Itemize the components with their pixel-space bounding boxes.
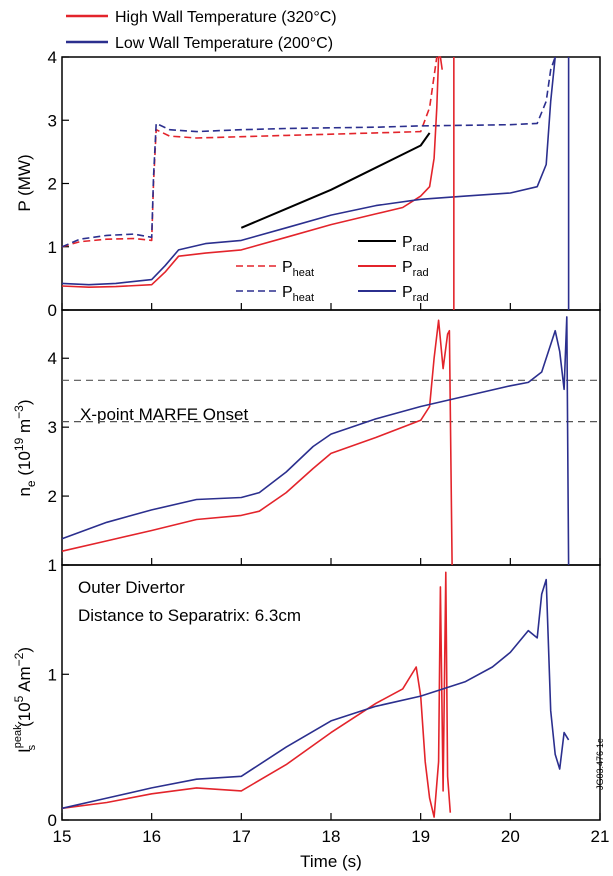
- x-tick-label-5: 20: [501, 827, 520, 846]
- legend-high-label: High Wall Temperature (320°C): [115, 9, 337, 26]
- power-series-high-2: [61, 56, 443, 289]
- marfe-annotation: X-point MARFE Onset: [80, 405, 248, 424]
- current-ylabel-sup: peak: [12, 724, 24, 748]
- density-ylabel-sub: e: [24, 480, 38, 487]
- power-ytick-label-0: 0: [48, 301, 57, 320]
- current-series-low-1: [61, 578, 570, 810]
- svg-text:JG03.476-1c: JG03.476-1c: [595, 738, 605, 790]
- top-legend: High Wall Temperature (320°C) Low Wall T…: [66, 9, 337, 52]
- svg-text:P (MW): P (MW): [15, 154, 34, 211]
- x-axis-title: Time (s): [300, 852, 362, 871]
- density-ylabel-rest: (10: [15, 451, 34, 480]
- density-ytick-label-2: 3: [48, 418, 57, 437]
- power-ytick-label-3: 3: [48, 111, 57, 130]
- panel-density-frame: [61, 309, 601, 566]
- x-tick-label-1: 16: [142, 827, 161, 846]
- legend-prad-low-label: Prad: [402, 284, 429, 304]
- panel-density-ylabel: ne (1019 m−3): [12, 399, 38, 496]
- x-tick-label-3: 18: [322, 827, 341, 846]
- density-ylabel-unit: m: [15, 419, 34, 438]
- panel-power-ylabel: P (MW): [15, 154, 34, 211]
- current-ylabel-unit: Am: [15, 666, 34, 695]
- panel-power-frame: [61, 56, 601, 311]
- power-legend: Prad Pheat Prad Pheat Prad: [236, 234, 429, 304]
- current-ylabel-unit-exp: −2: [12, 652, 26, 666]
- divertor-annotation-line2: Distance to Separatrix: 6.3cm: [78, 606, 301, 625]
- legend-prad-black-label: Prad: [402, 234, 429, 254]
- current-series-high-0: [61, 571, 452, 818]
- chart-marks: 0 1 2 3 4 1 2 3 4 0 1 15 16 17 18 19 20 21: [48, 48, 610, 846]
- x-tick-label-4: 19: [411, 827, 430, 846]
- power-series-high-0: [61, 56, 438, 248]
- power-series-low-1: [61, 56, 556, 248]
- svg-text:ne (1019 m−3): ne (1019 m−3): [12, 399, 38, 496]
- power-series-low-3: [61, 56, 556, 286]
- density-series-high-0: [61, 319, 453, 566]
- side-code: JG03.476-1c: [595, 738, 605, 790]
- x-tick-label-2: 17: [232, 827, 251, 846]
- current-ylabel-rest: (10: [15, 702, 34, 727]
- density-ylabel-main: n: [15, 487, 34, 496]
- x-tick-label-0: 15: [53, 827, 72, 846]
- power-ytick-label-4: 4: [48, 48, 57, 67]
- legend-low-label: Low Wall Temperature (200°C): [115, 35, 333, 52]
- current-ylabel-exp: 5: [12, 695, 26, 702]
- density-ytick-label-3: 4: [48, 349, 57, 368]
- current-ylabel-close: ): [15, 647, 34, 653]
- current-ytick-label-1: 1: [48, 665, 57, 684]
- panel-current-ylabel: Ipeak s (105 Am−2): [12, 647, 38, 753]
- power-ytick-label-1: 1: [48, 238, 57, 257]
- legend-prad-high-label: Prad: [402, 259, 429, 279]
- power-series-black-4: [240, 132, 431, 229]
- divertor-annotation-line1: Outer Divertor: [78, 578, 185, 597]
- power-ytick-label-2: 2: [48, 175, 57, 194]
- density-ylabel-close: ): [15, 399, 34, 405]
- density-ytick-label-0: 1: [48, 556, 57, 575]
- density-ytick-label-1: 2: [48, 487, 57, 506]
- legend-pheat-low-label: Pheat: [282, 284, 314, 304]
- x-tick-label-6: 21: [591, 827, 610, 846]
- current-ylabel-main: I: [15, 748, 34, 753]
- density-ylabel-unit-exp: −3: [12, 405, 26, 419]
- density-ylabel-exp: 19: [12, 437, 26, 451]
- legend-pheat-high-label: Pheat: [282, 259, 314, 279]
- current-ylabel-sub: s: [26, 744, 38, 750]
- panel-current-frame: [61, 564, 601, 821]
- current-ytick-label-0: 0: [48, 811, 57, 830]
- density-series-low-1: [61, 316, 570, 566]
